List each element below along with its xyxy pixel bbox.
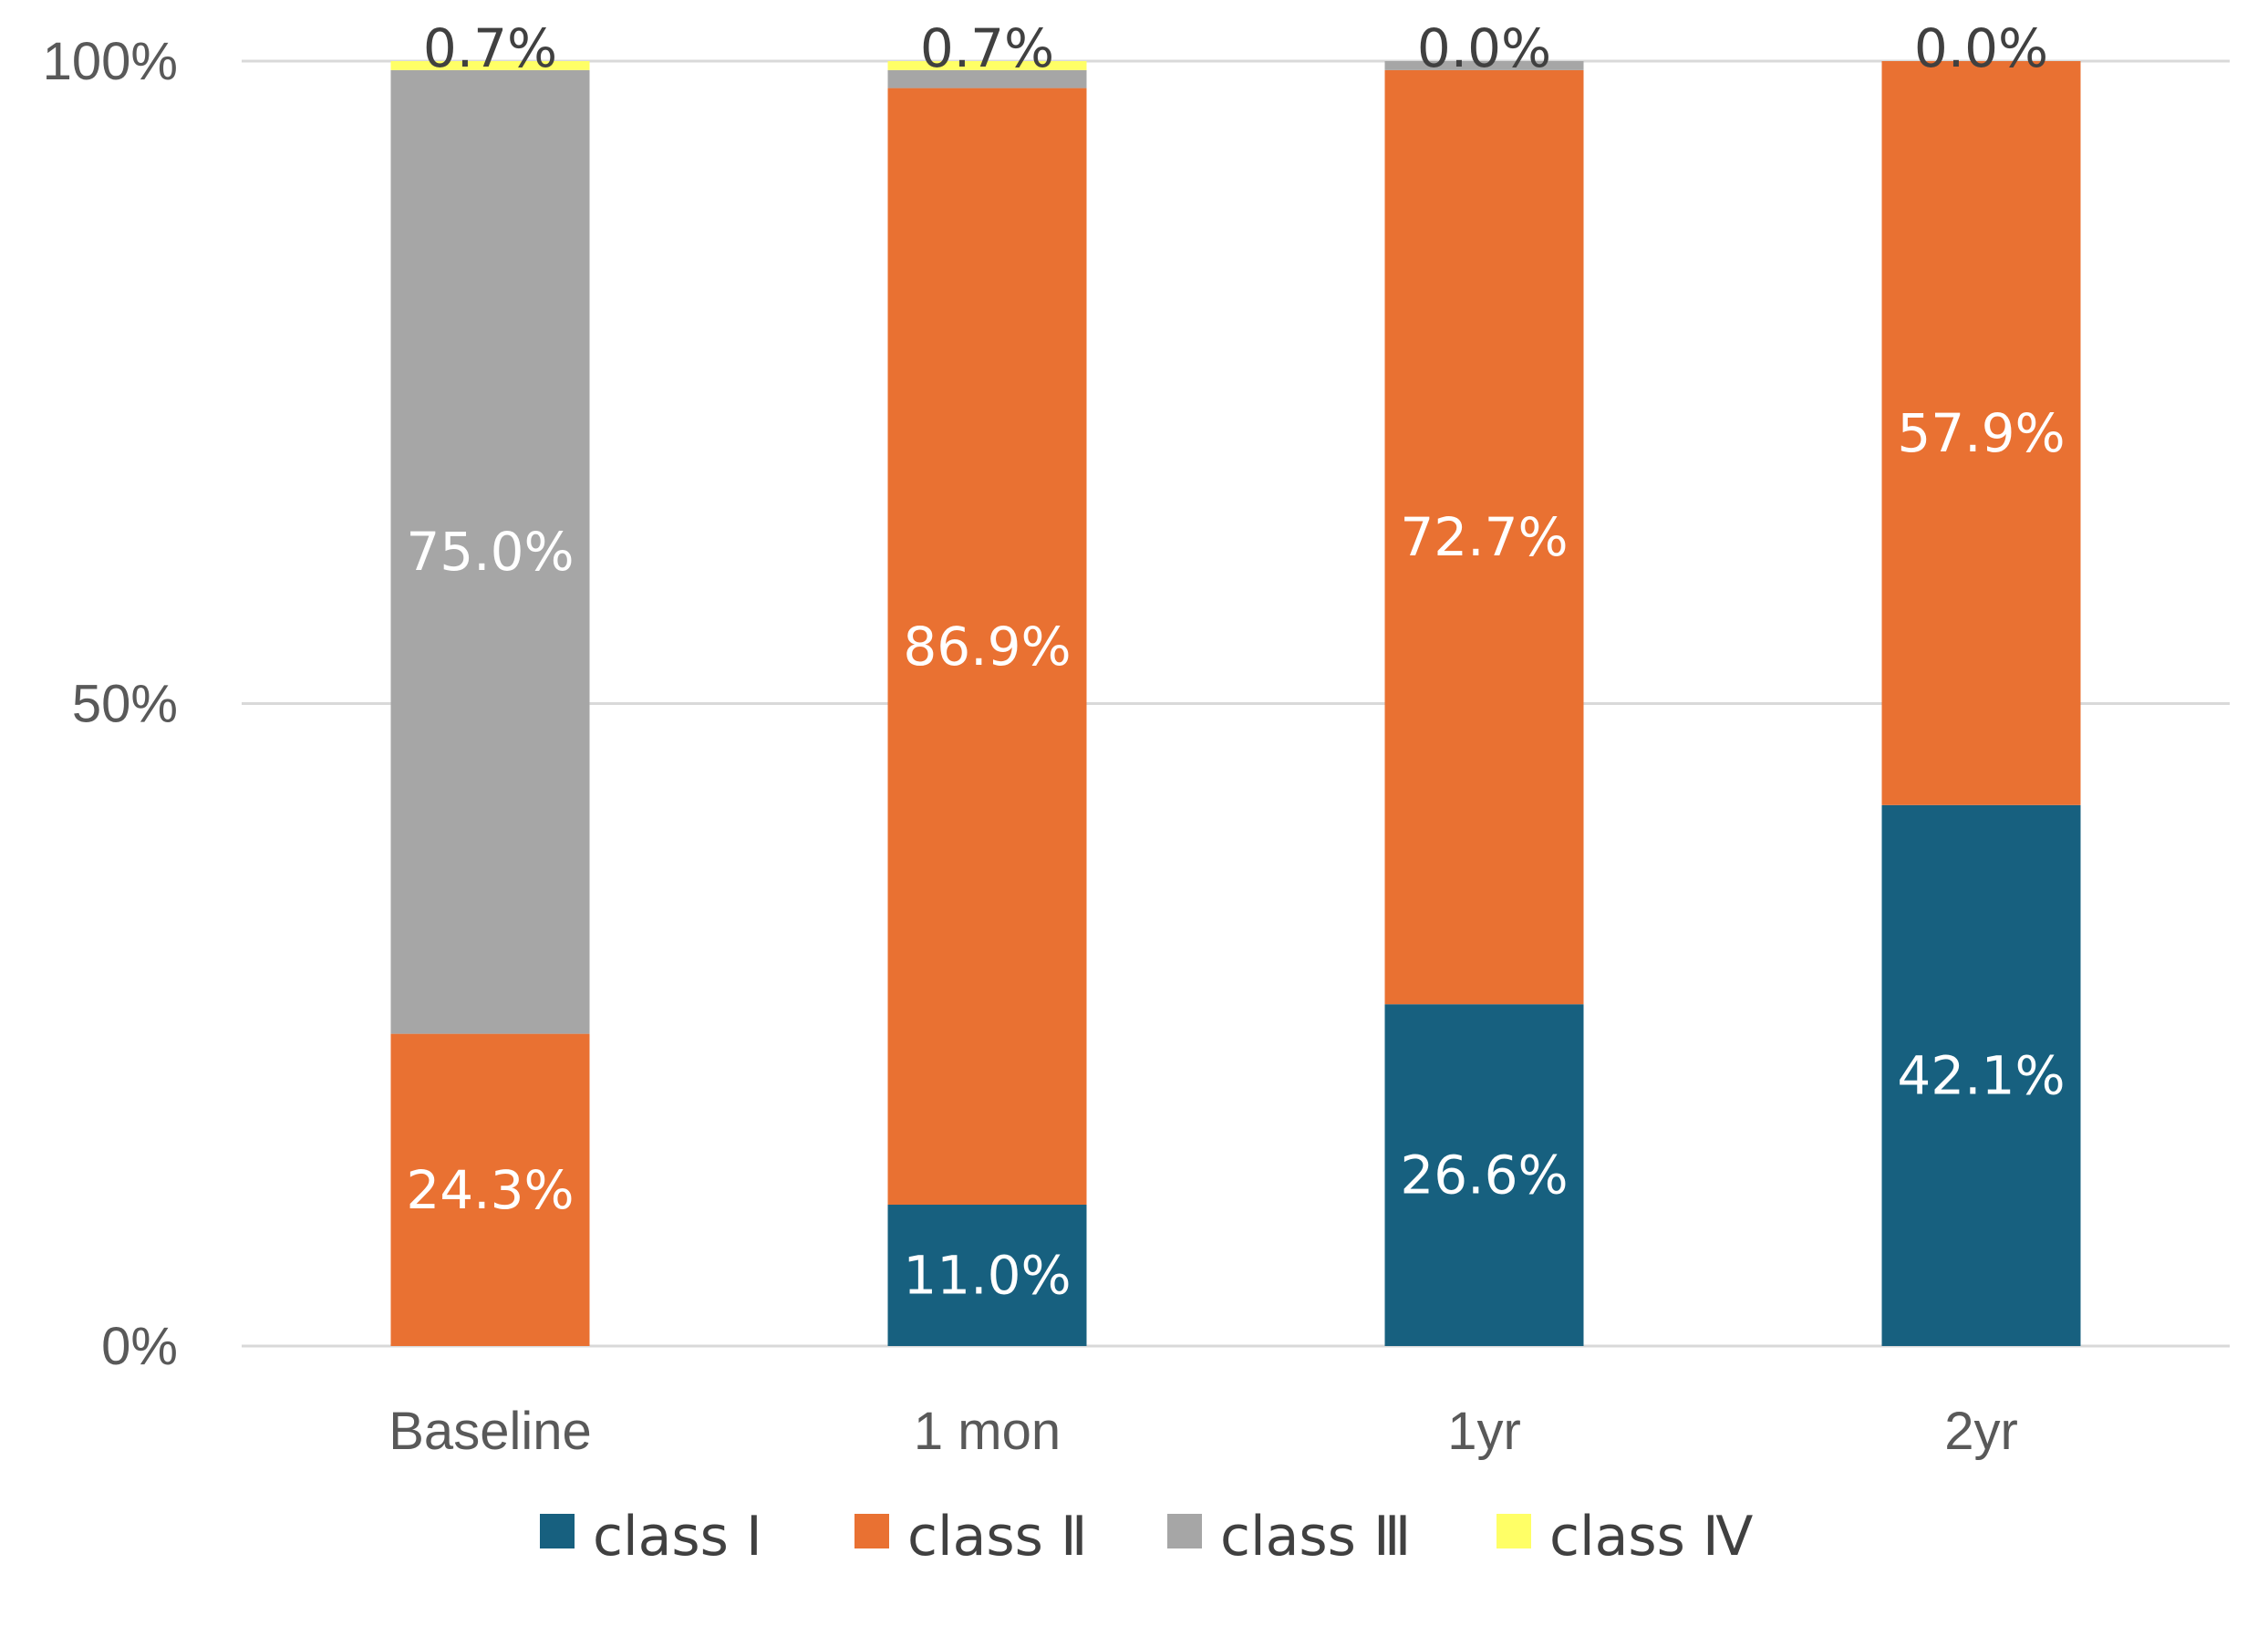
legend-label: class Ⅰ	[593, 1505, 762, 1569]
y-tick-label: 50%	[72, 675, 178, 734]
legend: class Ⅰ class Ⅱ class Ⅲ class Ⅳ	[540, 1505, 1753, 1569]
legend-swatch	[1496, 1514, 1531, 1548]
data-label: 0.0%	[1914, 17, 2048, 79]
x-tick-label: 2yr	[1944, 1402, 2018, 1461]
bar-segment	[887, 88, 1087, 1206]
data-labels: 24.3% 75.0% 0.7% 11.0% 86.9% 0.7% 26.6% 72.7% 0.…	[406, 17, 2065, 1307]
data-label: 75.0%	[406, 521, 574, 583]
legend-swatch	[1167, 1514, 1202, 1548]
data-label: 0.7%	[423, 17, 557, 79]
bar-segment	[1384, 69, 1584, 1005]
bar-segment	[390, 1033, 590, 1346]
data-label: 26.6%	[1400, 1144, 1568, 1207]
legend-label: class Ⅲ	[1220, 1505, 1411, 1569]
data-label: 11.0%	[903, 1245, 1071, 1307]
data-label: 57.9%	[1897, 402, 2065, 464]
legend-swatch	[540, 1514, 575, 1548]
x-axis: Baseline 1 mon 1yr 2yr	[388, 1402, 2018, 1461]
x-tick-label: 1yr	[1447, 1402, 1521, 1461]
data-label: 86.9%	[903, 616, 1071, 678]
bar-segment	[1881, 61, 2081, 805]
data-label: 0.0%	[1417, 17, 1551, 79]
bar-segment	[1881, 804, 2081, 1346]
y-tick-label: 100%	[43, 32, 178, 91]
bar-segment	[887, 69, 1087, 88]
data-label: 0.7%	[920, 17, 1054, 79]
legend-swatch	[854, 1514, 889, 1548]
bar-segment	[887, 1205, 1087, 1346]
bar-segment	[1384, 61, 1584, 70]
bar-segment	[1384, 1004, 1584, 1346]
data-label: 42.1%	[1897, 1044, 2065, 1106]
bars	[390, 61, 2081, 1346]
data-label: 72.7%	[1400, 506, 1568, 568]
x-tick-label: 1 mon	[914, 1402, 1061, 1461]
y-tick-label: 0%	[101, 1317, 178, 1376]
data-label: 24.3%	[406, 1159, 574, 1221]
legend-label: class Ⅳ	[1549, 1505, 1753, 1569]
x-tick-label: Baseline	[388, 1402, 591, 1461]
bar-segment	[390, 61, 590, 70]
legend-label: class Ⅱ	[907, 1505, 1088, 1569]
y-axis: 0% 50% 100%	[43, 32, 178, 1376]
bar-segment	[390, 69, 590, 1034]
bar-segment	[887, 61, 1087, 70]
